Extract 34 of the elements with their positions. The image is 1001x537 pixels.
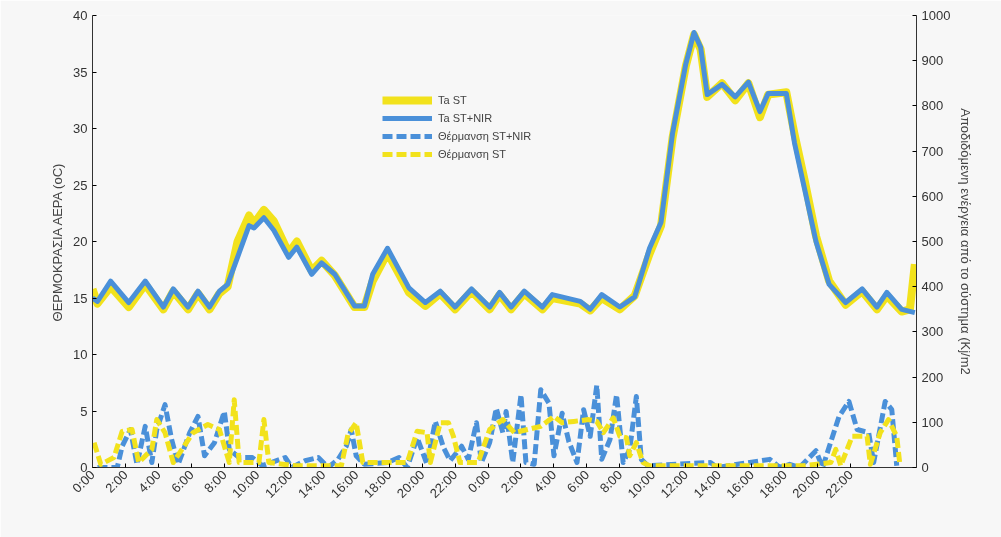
y2-tick-label: 400: [921, 279, 944, 295]
y-tick-label: 10: [73, 347, 88, 362]
y-tick-label: 35: [73, 64, 88, 80]
x-tick-label: 4:00: [135, 467, 164, 496]
y2-tick-label: 200: [921, 369, 944, 385]
y2-tick-label: 0: [921, 460, 929, 475]
x-tick-label: 8:00: [201, 467, 230, 496]
y2-tick-label: 600: [921, 188, 944, 204]
y-tick-label: 5: [80, 403, 88, 419]
x-tick-label: 0:00: [464, 467, 494, 496]
y2-tick-label: 500: [921, 234, 944, 249]
y-tick-label: 20: [73, 234, 88, 249]
y-tick-label: 30: [73, 121, 88, 136]
y2-tick-label: 900: [921, 53, 944, 69]
y2-tick-label: 100: [921, 414, 944, 430]
y2-tick-label: 700: [921, 143, 944, 159]
x-tick-label: 2:00: [102, 467, 131, 496]
y-tick-label: 15: [73, 290, 88, 306]
y2-tick-label: 300: [921, 324, 944, 340]
x-tick-label: 6:00: [563, 467, 593, 496]
x-tick-label: 6:00: [168, 467, 197, 496]
y-tick-label: 25: [73, 177, 88, 193]
y2-axis-title: Αποδιδόμενη ενέργεια από το σύστημα (Kj/m2: [958, 108, 974, 375]
x-tick-label: 4:00: [530, 467, 560, 496]
y2-tick-label: 1000: [921, 8, 951, 23]
x-tick-label: 8:00: [596, 467, 626, 496]
legend-label: Ta ST: [438, 94, 467, 106]
y2-tick-label: 800: [921, 98, 944, 114]
legend-label: Ta ST+NIR: [438, 112, 493, 124]
legend-label: Θέρμανση ST: [438, 148, 506, 160]
y-tick-label: 40: [73, 8, 88, 23]
legend-label: Θέρμανση ST+NIR: [438, 130, 532, 142]
x-tick-label: 2:00: [497, 467, 527, 496]
y-axis-title: ΘΕΡΜΟΚΡΑΣΙΑ ΑΕΡΑ (oC): [50, 163, 66, 322]
